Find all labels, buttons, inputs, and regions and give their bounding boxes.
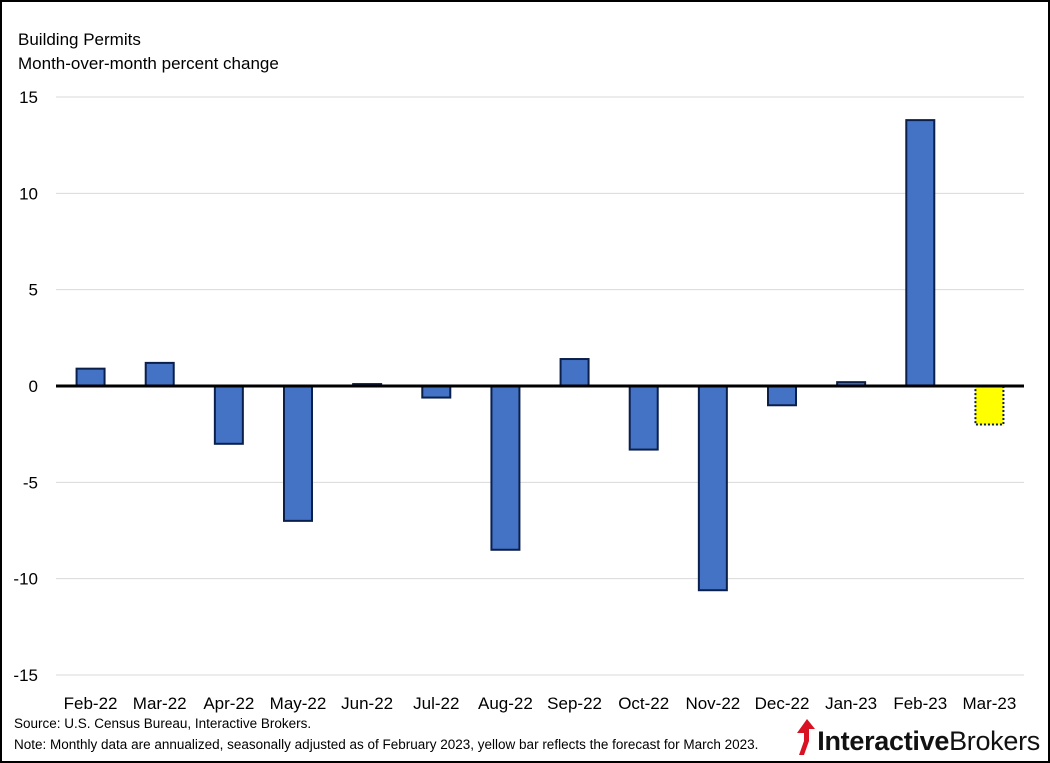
x-tick-label: Mar-23 [962,694,1016,713]
x-tick-label: Jun-22 [341,694,393,713]
interactive-brokers-logo: InteractiveBrokers [795,719,1040,755]
bar [421,385,452,399]
bars [75,119,1005,592]
logo-text-interactive: Interactive [817,726,950,756]
x-tick-label: Jan-23 [825,694,877,713]
footnote: Note: Monthly data are annualized, seaso… [14,737,759,752]
y-tick-label: -5 [23,473,38,492]
x-tick-label: Mar-22 [133,694,187,713]
bar [628,385,659,451]
forecast-bar [974,385,1005,426]
bar [490,385,521,551]
bar-chart: 15 10 5 0 -5 -10 -15 Feb-22 Mar-22 Apr-22 May-22 J… [13,88,1024,713]
gridlines [56,96,1024,676]
y-axis: 15 10 5 0 -5 -10 -15 [13,88,38,685]
y-tick-label: 5 [29,281,38,300]
y-tick-label: 15 [19,88,38,107]
x-tick-label: Feb-23 [893,694,947,713]
y-tick-label: 10 [19,184,38,203]
y-tick-label: -10 [13,570,38,589]
bar [283,385,313,522]
logo-text-brokers: Brokers [949,726,1040,756]
logo-wordmark: InteractiveBrokers [817,728,1040,755]
bar [697,385,728,592]
x-tick-label: Feb-22 [64,694,118,713]
x-tick-label: Nov-22 [685,694,740,713]
x-tick-label: May-22 [270,694,327,713]
x-tick-label: Oct-22 [618,694,669,713]
x-tick-label: Apr-22 [203,694,254,713]
y-tick-label: 0 [29,377,38,396]
x-tick-label: Aug-22 [478,694,533,713]
bar [559,358,590,388]
bar [75,367,106,388]
chart-title: Building Permits [18,30,141,49]
x-tick-label: Dec-22 [755,694,810,713]
brokers-logo-icon [797,719,816,755]
bar [767,385,797,407]
chart-subtitle: Month-over-month percent change [18,54,279,73]
bar [905,119,936,388]
x-tick-label: Sep-22 [547,694,602,713]
x-axis: Feb-22 Mar-22 Apr-22 May-22 Jun-22 Jul-22 Aug-… [64,694,1017,713]
source-note: Source: U.S. Census Bureau, Interactive … [14,716,312,731]
y-tick-label: -15 [13,666,38,685]
bar [213,385,244,445]
x-tick-label: Jul-22 [413,694,459,713]
bar [144,361,175,388]
